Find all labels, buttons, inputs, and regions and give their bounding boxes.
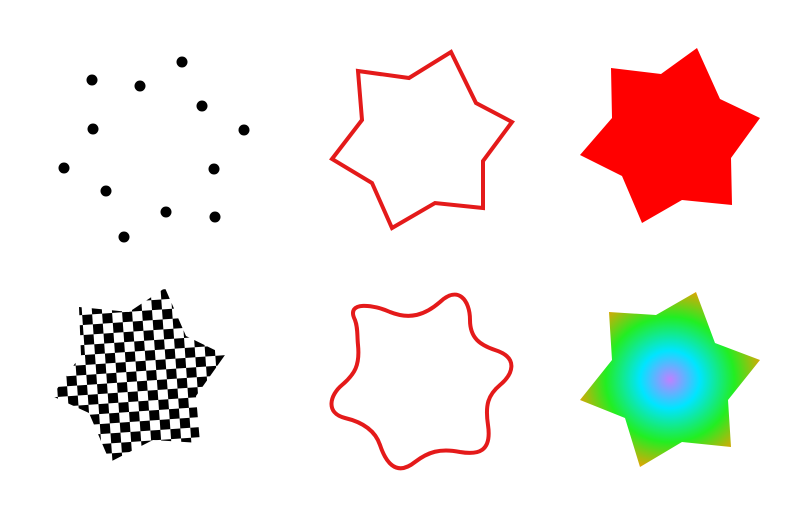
- filled-red-star: [580, 48, 760, 223]
- checkerboard-star: [52, 288, 225, 462]
- star-point-dot: [118, 231, 130, 243]
- star-point-dot: [176, 56, 188, 68]
- star-point-dot: [100, 185, 112, 197]
- star-point-dot: [208, 163, 220, 175]
- wavy-outline-star: [329, 292, 514, 471]
- dotted-star-points: [58, 56, 250, 243]
- star-point-dot: [160, 206, 172, 218]
- gradient-filled-star: [580, 292, 760, 467]
- star-point-dot: [196, 100, 208, 112]
- outline-star: [329, 49, 515, 231]
- star-point-dot: [87, 123, 99, 135]
- star-point-dot: [209, 211, 221, 223]
- star-point-dot: [238, 124, 250, 136]
- star-point-dot: [58, 162, 70, 174]
- star-point-dot: [86, 74, 98, 86]
- star-point-dot: [134, 80, 146, 92]
